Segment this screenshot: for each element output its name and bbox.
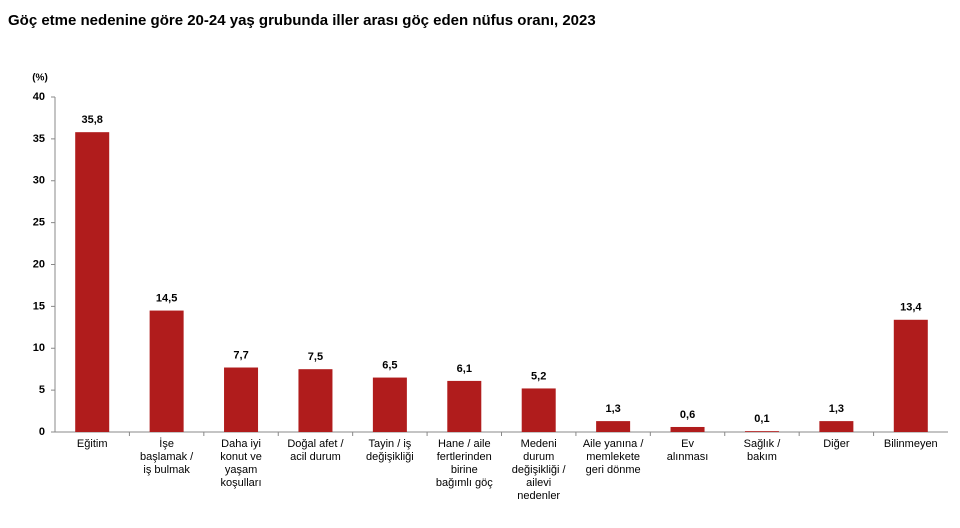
- y-tick-label: 5: [39, 384, 45, 396]
- value-label: 14,5: [156, 292, 177, 304]
- y-tick-label: 35: [33, 133, 45, 145]
- value-label: 13,4: [900, 302, 922, 314]
- value-label: 1,3: [829, 403, 844, 415]
- bar: [298, 369, 333, 432]
- x-tick-label: İşe başlamak / iş bulmak: [140, 438, 194, 476]
- y-tick-label: 10: [33, 342, 45, 354]
- x-tick-label: Hane / aile fertlerinden birine bağımlı …: [435, 438, 493, 489]
- bar: [893, 319, 928, 432]
- x-tick-label: Tayin / iş değişikliği: [366, 438, 414, 463]
- x-tick-label: Sağlık / bakım: [743, 438, 781, 463]
- value-label: 35,8: [81, 114, 102, 126]
- bar: [670, 426, 705, 432]
- bar: [819, 421, 854, 432]
- value-label: 1,3: [605, 403, 620, 415]
- y-tick-label: 25: [33, 217, 45, 229]
- bar: [521, 388, 556, 432]
- value-label: 7,5: [308, 351, 323, 363]
- bar: [224, 367, 259, 432]
- bar: [372, 377, 407, 432]
- value-label: 7,7: [233, 349, 248, 361]
- bar: [596, 421, 631, 432]
- x-tick-label: Ev alınması: [666, 438, 709, 463]
- x-tick-label: Daha iyi konut ve yaşam koşulları: [220, 438, 262, 489]
- chart-title: Göç etme nedenine göre 20-24 yaş grubund…: [8, 12, 596, 29]
- y-axis-unit: (%): [32, 73, 48, 84]
- x-tick-label: Eğitim: [76, 438, 108, 450]
- y-tick-label: 0: [39, 426, 45, 438]
- y-tick-label: 40: [33, 91, 45, 103]
- value-label: 6,5: [382, 359, 397, 371]
- bar: [447, 380, 482, 432]
- y-tick-label: 15: [33, 300, 45, 312]
- value-label: 0,1: [754, 413, 769, 425]
- x-tick-label: Bilinmeyen: [883, 438, 938, 450]
- x-tick-label: Doğal afet / acil durum: [287, 438, 344, 463]
- y-tick-label: 30: [33, 175, 45, 187]
- y-tick-label: 20: [33, 258, 45, 270]
- value-label: 6,1: [457, 363, 472, 375]
- x-tick-label: Aile yanına / memlekete geri dönme: [582, 438, 644, 476]
- bar: [75, 132, 110, 433]
- x-tick-label: Diğer: [823, 438, 850, 450]
- value-label: 5,2: [531, 370, 546, 382]
- bar: [149, 310, 184, 432]
- value-label: 0,6: [680, 409, 695, 421]
- x-tick-label: Medeni durum değişikliği / ailevi nedenl…: [511, 438, 566, 502]
- bar: [744, 431, 779, 432]
